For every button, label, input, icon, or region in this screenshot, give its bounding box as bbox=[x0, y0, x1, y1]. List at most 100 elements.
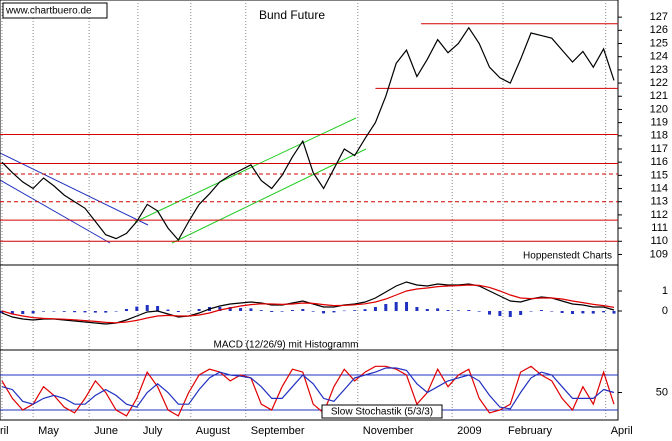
y-tick-label: 50 bbox=[656, 386, 668, 398]
histogram-bar bbox=[591, 311, 595, 314]
label-box bbox=[321, 404, 443, 419]
x-tick-label: ril bbox=[0, 425, 9, 437]
histogram-bar bbox=[560, 311, 564, 313]
histogram-bar bbox=[353, 310, 357, 311]
y-tick-label: 123 bbox=[650, 64, 668, 76]
histogram-bar bbox=[581, 311, 585, 314]
histogram-bar bbox=[508, 311, 512, 317]
series-line bbox=[1, 26, 615, 242]
histogram-bar bbox=[135, 306, 139, 311]
histogram-bar bbox=[10, 311, 14, 314]
histogram-bar bbox=[187, 311, 191, 312]
series-line bbox=[1, 367, 615, 410]
histogram-bar bbox=[270, 311, 274, 312]
y-tick-label: 109 bbox=[650, 248, 668, 260]
histogram-bar bbox=[62, 311, 66, 312]
series-line bbox=[1, 281, 615, 325]
y-tick-label: 116 bbox=[650, 156, 668, 168]
y-tick-label: 124 bbox=[650, 51, 668, 63]
channel-line bbox=[0, 179, 111, 244]
y-tick-label: 114 bbox=[650, 182, 668, 194]
histogram-bar bbox=[612, 311, 616, 314]
histogram-bar bbox=[488, 311, 492, 315]
series-line bbox=[1, 284, 615, 324]
y-tick-label: 120 bbox=[650, 103, 668, 115]
y-tick-label: 119 bbox=[650, 117, 668, 129]
histogram-bar bbox=[228, 307, 232, 311]
histogram-bar bbox=[166, 309, 170, 311]
y-tick-label: 115 bbox=[650, 169, 668, 181]
histogram-bar bbox=[21, 311, 25, 314]
histogram-bar bbox=[249, 308, 253, 311]
panel-frame bbox=[0, 349, 619, 421]
histogram-bar bbox=[456, 310, 460, 311]
histogram-bar bbox=[498, 311, 502, 316]
histogram-bar bbox=[519, 311, 523, 315]
y-tick-label: 121 bbox=[650, 90, 668, 102]
x-tick-label: August bbox=[196, 425, 230, 437]
histogram-bar bbox=[571, 311, 575, 314]
x-tick-label: September bbox=[251, 425, 305, 437]
chart-title: Bund Future bbox=[259, 8, 325, 22]
histogram-bar bbox=[290, 310, 294, 311]
histogram-bar bbox=[322, 311, 326, 314]
y-tick-label: 117 bbox=[650, 143, 668, 155]
histogram-bar bbox=[301, 309, 305, 311]
histogram-bar bbox=[446, 310, 450, 311]
x-tick-label: November bbox=[363, 425, 414, 437]
channel-line bbox=[134, 117, 357, 223]
y-tick-label: 118 bbox=[650, 130, 668, 142]
watermark-box bbox=[2, 2, 108, 19]
histogram-bar bbox=[436, 308, 440, 311]
histogram-bar bbox=[145, 305, 149, 311]
histogram-bar bbox=[73, 311, 77, 313]
histogram-bar bbox=[239, 308, 243, 311]
histogram-bar bbox=[83, 311, 87, 313]
histogram-bar bbox=[156, 306, 160, 311]
y-tick-label: 125 bbox=[650, 37, 668, 49]
histogram-bar bbox=[280, 311, 284, 312]
histogram-bar bbox=[602, 311, 606, 313]
x-tick-label: June bbox=[94, 425, 118, 437]
y-tick-label: 111 bbox=[651, 222, 668, 234]
histogram-bar bbox=[550, 311, 554, 312]
histogram-bar bbox=[114, 311, 118, 312]
y-tick-label: 110 bbox=[650, 235, 668, 247]
histogram-bar bbox=[405, 302, 409, 311]
channel-line bbox=[0, 152, 149, 226]
y-tick-label: 126 bbox=[650, 24, 668, 36]
y-tick-label: 127 bbox=[650, 11, 668, 23]
histogram-bar bbox=[384, 304, 388, 311]
channel-line bbox=[171, 148, 367, 244]
histogram-bar bbox=[218, 307, 222, 311]
panel-title: Slow Stochastik (5/3/3) bbox=[331, 407, 433, 418]
histogram-bar bbox=[124, 309, 128, 311]
histogram-bar bbox=[41, 311, 45, 312]
x-tick-label: April bbox=[611, 425, 633, 437]
histogram-bar bbox=[529, 311, 533, 312]
histogram-bar bbox=[394, 302, 398, 311]
histogram-bar bbox=[342, 310, 346, 312]
histogram-bar bbox=[467, 310, 471, 311]
y-tick-label: 122 bbox=[650, 77, 668, 89]
y-tick-label: 0 bbox=[662, 305, 668, 317]
histogram-bar bbox=[363, 309, 367, 311]
histogram-bar bbox=[311, 311, 315, 312]
histogram-bar bbox=[52, 311, 56, 312]
x-tick-label: 2009 bbox=[457, 425, 481, 437]
histogram-bar bbox=[31, 311, 35, 314]
histogram-bar bbox=[176, 311, 180, 312]
x-tick-label: May bbox=[38, 425, 59, 437]
histogram-bar bbox=[197, 309, 201, 311]
histogram-bar bbox=[0, 311, 4, 313]
annotation: Hoppenstedt Charts bbox=[523, 251, 612, 262]
channels bbox=[0, 117, 367, 244]
histogram-bar bbox=[373, 307, 377, 311]
watermark: www.chartbuero.de bbox=[5, 6, 92, 17]
histogram-bar bbox=[104, 311, 108, 313]
y-tick-label: 112 bbox=[650, 209, 668, 221]
histogram-bar bbox=[259, 310, 263, 311]
histogram-bar bbox=[93, 311, 97, 313]
x-tick-label: July bbox=[143, 425, 163, 437]
